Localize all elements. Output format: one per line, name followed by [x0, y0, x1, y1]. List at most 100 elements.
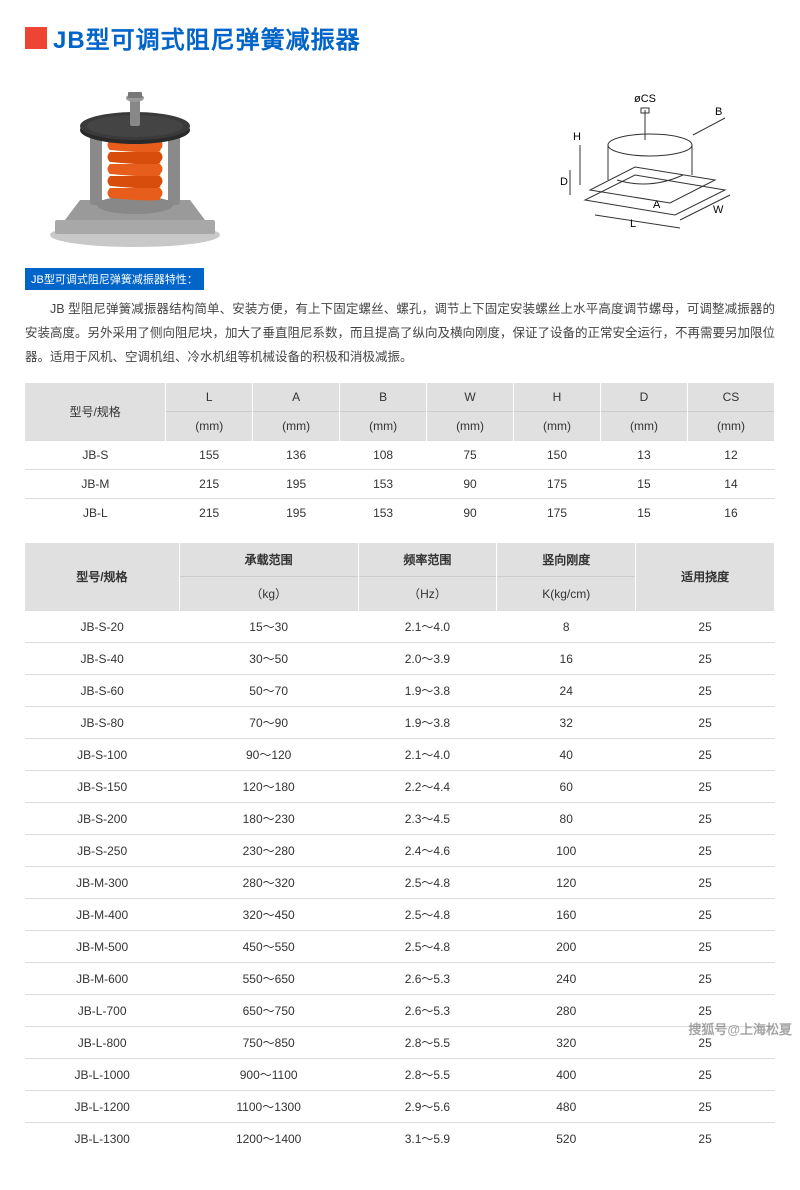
cell-model: JB-S	[25, 441, 166, 470]
cell-value: 240	[497, 963, 636, 995]
cell-value: 32	[497, 707, 636, 739]
cell-value: 40	[497, 739, 636, 771]
unit-load: （kg）	[179, 577, 358, 611]
dimensions-table: 型号/规格 L A B W H D CS (mm) (mm) (mm) (mm)…	[25, 383, 775, 527]
cell-value: 200	[497, 931, 636, 963]
table-row: JB-L215195153901751516	[25, 499, 775, 528]
unit-stiff: K(kg/cm)	[497, 577, 636, 611]
cell-value: 195	[253, 499, 340, 528]
cell-model: JB-L-700	[25, 995, 179, 1027]
feature-label: JB型可调式阻尼弹簧减振器特性：	[25, 268, 204, 290]
cell-value: 25	[636, 963, 775, 995]
cell-value: 2.1～4.0	[358, 739, 497, 771]
title-marker	[25, 27, 47, 49]
cell-model: JB-S-100	[25, 739, 179, 771]
col-h: H	[514, 383, 601, 412]
cell-value: 2.5～4.8	[358, 867, 497, 899]
col-d: D	[600, 383, 687, 412]
cell-model: JB-L	[25, 499, 166, 528]
table-row: JB-M-500450～5502.5～4.820025	[25, 931, 775, 963]
cell-model: JB-L-1300	[25, 1123, 179, 1155]
cell-value: 50～70	[179, 675, 358, 707]
cell-value: 180～230	[179, 803, 358, 835]
cell-value: 90	[427, 499, 514, 528]
cell-value: 320	[497, 1027, 636, 1059]
unit-freq: （Hz）	[358, 577, 497, 611]
cell-value: 2.6～5.3	[358, 995, 497, 1027]
cell-model: JB-M	[25, 470, 166, 499]
cell-value: 70～90	[179, 707, 358, 739]
table-row: JB-S-200180～2302.3～4.58025	[25, 803, 775, 835]
diagram-label-cs: øCS	[634, 93, 656, 105]
cell-model: JB-S-60	[25, 675, 179, 707]
cell-value: 320～450	[179, 899, 358, 931]
cell-value: 25	[636, 899, 775, 931]
col-model: 型号/规格	[25, 543, 179, 611]
cell-model: JB-M-500	[25, 931, 179, 963]
table-row: JB-L-13001200～14003.1～5.952025	[25, 1123, 775, 1155]
diagram-label-b: B	[715, 106, 722, 118]
cell-value: 90	[427, 470, 514, 499]
cell-value: 13	[600, 441, 687, 470]
unit-cell: (mm)	[166, 412, 253, 441]
diagram-label-d: D	[560, 176, 568, 188]
cell-model: JB-L-800	[25, 1027, 179, 1059]
unit-cell: (mm)	[340, 412, 427, 441]
table-row: JB-L-1000900～11002.8～5.540025	[25, 1059, 775, 1091]
col-model: 型号/规格	[25, 383, 166, 441]
cell-value: 25	[636, 1059, 775, 1091]
cell-value: 2.3～4.5	[358, 803, 497, 835]
table-row: JB-S-2015～302.1～4.0825	[25, 611, 775, 643]
cell-value: 400	[497, 1059, 636, 1091]
cell-value: 25	[636, 1123, 775, 1155]
cell-value: 60	[497, 771, 636, 803]
cell-value: 750～850	[179, 1027, 358, 1059]
cell-value: 1200～1400	[179, 1123, 358, 1155]
diagram-label-h: H	[573, 131, 581, 143]
specs-table: 型号/规格 承载范围 频率范围 竖向刚度 适用挠度 （kg） （Hz） K(kg…	[25, 543, 775, 1154]
cell-value: 108	[340, 441, 427, 470]
cell-value: 25	[636, 803, 775, 835]
table-row: JB-S-10090～1202.1～4.04025	[25, 739, 775, 771]
col-load: 承载范围	[179, 543, 358, 577]
cell-value: 136	[253, 441, 340, 470]
cell-value: 3.1～5.9	[358, 1123, 497, 1155]
cell-value: 650～750	[179, 995, 358, 1027]
cell-value: 215	[166, 499, 253, 528]
diagram-label-l: L	[630, 218, 636, 230]
images-row: øCS B H D A L W	[25, 70, 775, 250]
cell-value: 8	[497, 611, 636, 643]
cell-value: 2.8～5.5	[358, 1027, 497, 1059]
cell-model: JB-L-1200	[25, 1091, 179, 1123]
cell-value: 150	[514, 441, 601, 470]
cell-value: 25	[636, 1091, 775, 1123]
cell-model: JB-L-1000	[25, 1059, 179, 1091]
cell-model: JB-S-20	[25, 611, 179, 643]
dimension-diagram: øCS B H D A L W	[545, 90, 745, 230]
table-row: JB-S-250230～2802.4～4.610025	[25, 835, 775, 867]
cell-value: 2.4～4.6	[358, 835, 497, 867]
table-row: JB-S-150120～1802.2～4.46025	[25, 771, 775, 803]
col-a: A	[253, 383, 340, 412]
cell-value: 75	[427, 441, 514, 470]
cell-value: 15	[600, 470, 687, 499]
cell-value: 25	[636, 739, 775, 771]
cell-value: 1.9～3.8	[358, 707, 497, 739]
table-row: JB-L-700650～7502.6～5.328025	[25, 995, 775, 1027]
col-stiff: 竖向刚度	[497, 543, 636, 577]
table-row: JB-M-600550～6502.6～5.324025	[25, 963, 775, 995]
cell-value: 120	[497, 867, 636, 899]
cell-value: 215	[166, 470, 253, 499]
col-b: B	[340, 383, 427, 412]
cell-value: 24	[497, 675, 636, 707]
cell-model: JB-S-80	[25, 707, 179, 739]
col-cs: CS	[687, 383, 774, 412]
cell-value: 900～1100	[179, 1059, 358, 1091]
cell-model: JB-S-200	[25, 803, 179, 835]
table-row: JB-S-4030～502.0～3.91625	[25, 643, 775, 675]
cell-value: 1100～1300	[179, 1091, 358, 1123]
cell-value: 25	[636, 707, 775, 739]
cell-value: 100	[497, 835, 636, 867]
cell-model: JB-S-40	[25, 643, 179, 675]
cell-value: 90～120	[179, 739, 358, 771]
